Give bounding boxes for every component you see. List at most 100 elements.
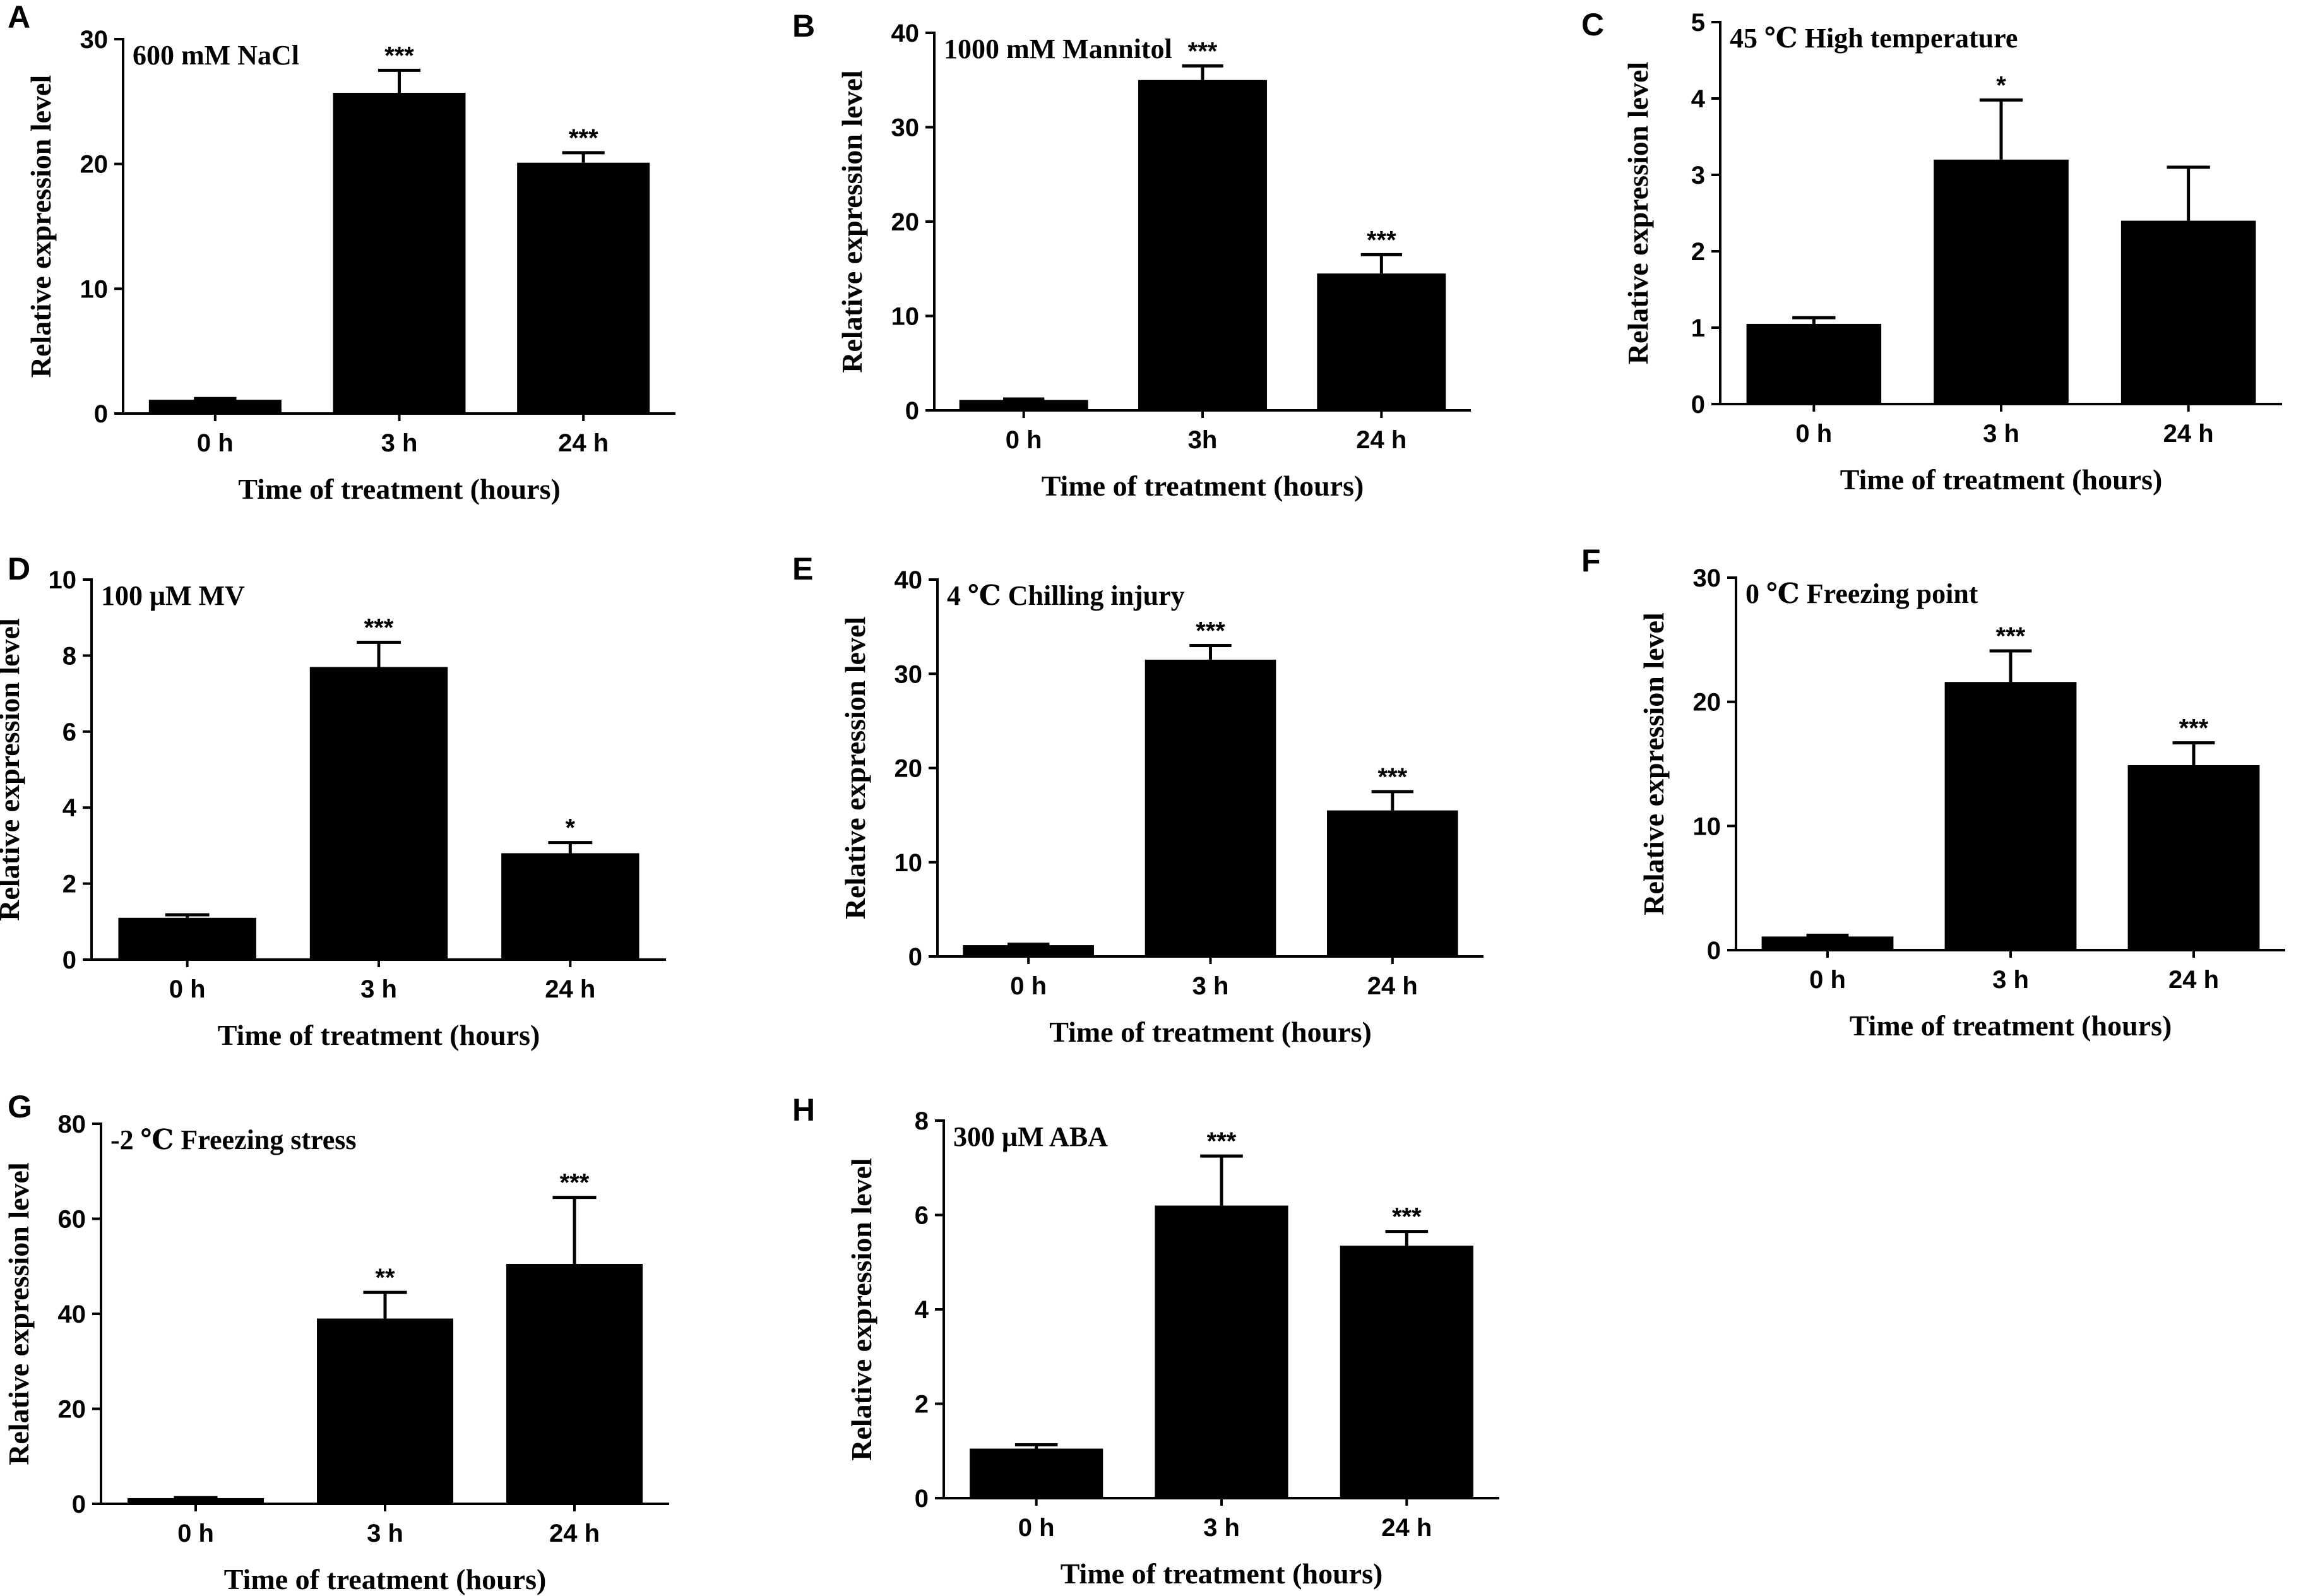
y-tick-label: 30 — [80, 26, 109, 54]
y-tick-label: 0 — [1707, 937, 1721, 965]
x-axis-label: Time of treatment (hours) — [1061, 1557, 1383, 1590]
chart-panel-b: B 0 10 20 30 40 0 h *** 3h *** 24 h 1000 mM Mannito… — [792, 8, 1471, 502]
chart-title: 4 ℃ Chilling injury — [947, 580, 1185, 611]
chart-panel-f: F 0 10 20 30 0 h *** 3 h *** 24 h 0 ℃ Freezing poi… — [1581, 543, 2285, 1042]
significance-label: ** — [375, 1264, 395, 1292]
x-tick-label: 3h — [1188, 426, 1218, 454]
y-tick-label: 10 — [1693, 813, 1721, 840]
x-tick-label: 24 h — [2163, 420, 2214, 448]
y-tick-label: 10 — [49, 566, 77, 594]
x-axis-label: Time of treatment (hours) — [1042, 470, 1364, 502]
y-tick-label: 8 — [915, 1107, 929, 1135]
x-tick-label: 0 h — [1809, 966, 1846, 994]
x-tick-label: 0 h — [1010, 972, 1047, 1000]
x-axis-label: Time of treatment (hours) — [224, 1563, 547, 1595]
chart-title: 45 ℃ High temperature — [1730, 23, 2018, 54]
y-tick-label: 2 — [1691, 238, 1705, 266]
y-tick-label: 8 — [62, 642, 76, 670]
significance-label: *** — [364, 614, 394, 641]
y-tick-label: 0 — [62, 946, 76, 974]
x-tick-label: 24 h — [549, 1520, 600, 1547]
y-axis-label: Relative expression level — [3, 1162, 35, 1465]
y-tick-label: 0 — [915, 1485, 929, 1513]
y-tick-label: 60 — [58, 1206, 86, 1234]
bar-24h — [506, 1263, 643, 1504]
y-tick-label: 2 — [62, 871, 76, 898]
bar-0h — [128, 1498, 264, 1504]
bar-3h — [1934, 159, 2069, 405]
x-tick-label: 24 h — [558, 429, 609, 457]
bar-3h — [333, 92, 466, 414]
y-tick-label: 20 — [891, 208, 920, 236]
panel-letter: B — [792, 8, 815, 44]
y-tick-label: 80 — [58, 1111, 86, 1138]
significance-label: *** — [384, 42, 414, 69]
chart-panel-a: A 0 10 20 30 0 h *** 3 h *** 24 h 600 mM NaCl Time … — [8, 0, 675, 505]
x-tick-label: 3 h — [1192, 972, 1229, 1000]
x-tick-label: 0 h — [1006, 426, 1042, 454]
significance-label: *** — [560, 1169, 590, 1197]
y-axis-label: Relative expression level — [839, 617, 871, 920]
y-tick-label: 10 — [80, 275, 109, 303]
y-tick-label: 30 — [895, 660, 923, 688]
significance-label: *** — [1377, 763, 1407, 791]
y-axis-label: Relative expression level — [1622, 62, 1654, 365]
y-tick-label: 40 — [58, 1301, 86, 1328]
bar-0h — [118, 917, 256, 960]
x-tick-label: 24 h — [545, 975, 595, 1003]
x-axis-label: Time of treatment (hours) — [238, 473, 561, 505]
bar-24h — [2127, 765, 2260, 950]
x-tick-label: 0 h — [197, 429, 234, 457]
bar-3h — [1145, 659, 1276, 956]
y-axis-label: Relative expression level — [25, 75, 57, 378]
chart-title: -2 ℃ Freezing stress — [110, 1124, 357, 1155]
bar-3h — [1155, 1205, 1288, 1498]
significance-label: *** — [1392, 1203, 1422, 1231]
significance-label: * — [566, 814, 576, 842]
significance-label: *** — [1996, 622, 2026, 650]
bar-24h — [1327, 810, 1458, 956]
chart-panel-g: G 0 20 40 60 80 0 h ** 3 h *** 24 h -2 ℃ Freezing s… — [3, 1089, 669, 1595]
y-tick-label: 30 — [891, 114, 920, 142]
bar-0h — [1761, 936, 1894, 950]
x-tick-label: 3 h — [367, 1520, 403, 1547]
y-tick-label: 0 — [905, 397, 919, 425]
bar-3h — [1944, 682, 2077, 950]
x-tick-label: 24 h — [1381, 1514, 1432, 1542]
x-tick-label: 24 h — [1367, 972, 1418, 1000]
x-tick-label: 3 h — [360, 975, 397, 1003]
y-tick-label: 0 — [94, 400, 108, 428]
x-axis-label: Time of treatment (hours) — [1840, 463, 2163, 496]
panel-letter: G — [8, 1089, 32, 1124]
y-tick-label: 4 — [915, 1296, 929, 1324]
x-tick-label: 3 h — [1203, 1514, 1240, 1542]
bar-3h — [1138, 80, 1267, 410]
bar-0h — [959, 400, 1088, 410]
y-tick-label: 30 — [1693, 564, 1721, 592]
chart-title: 300 μM ABA — [953, 1121, 1108, 1152]
bar-24h — [1340, 1246, 1473, 1498]
y-tick-label: 20 — [895, 755, 923, 783]
y-tick-label: 0 — [908, 943, 922, 971]
y-tick-label: 10 — [895, 849, 923, 877]
chart-title: 600 mM NaCl — [133, 40, 299, 71]
x-tick-label: 0 h — [169, 975, 206, 1003]
x-tick-label: 24 h — [1356, 426, 1406, 454]
panel-letter: F — [1581, 543, 1601, 578]
y-tick-label: 40 — [895, 566, 923, 594]
significance-label: *** — [1196, 617, 1225, 645]
x-tick-label: 3 h — [381, 429, 418, 457]
x-tick-label: 3 h — [1983, 420, 2019, 448]
y-tick-label: 4 — [62, 794, 77, 822]
significance-label: *** — [1188, 37, 1218, 65]
significance-label: * — [1996, 71, 2006, 99]
chart-panel-c: C 0 1 2 3 4 5 0 h * 3 h 24 h 45 ℃ High temperature T… — [1581, 7, 2282, 496]
x-tick-label: 0 h — [177, 1520, 214, 1547]
y-tick-label: 40 — [891, 20, 920, 47]
y-axis-label: Relative expression level — [1638, 612, 1670, 915]
x-tick-label: 24 h — [2168, 966, 2219, 994]
y-axis-label: Relative expression level — [845, 1158, 877, 1461]
y-tick-label: 20 — [80, 151, 109, 179]
x-tick-label: 0 h — [1795, 420, 1832, 448]
